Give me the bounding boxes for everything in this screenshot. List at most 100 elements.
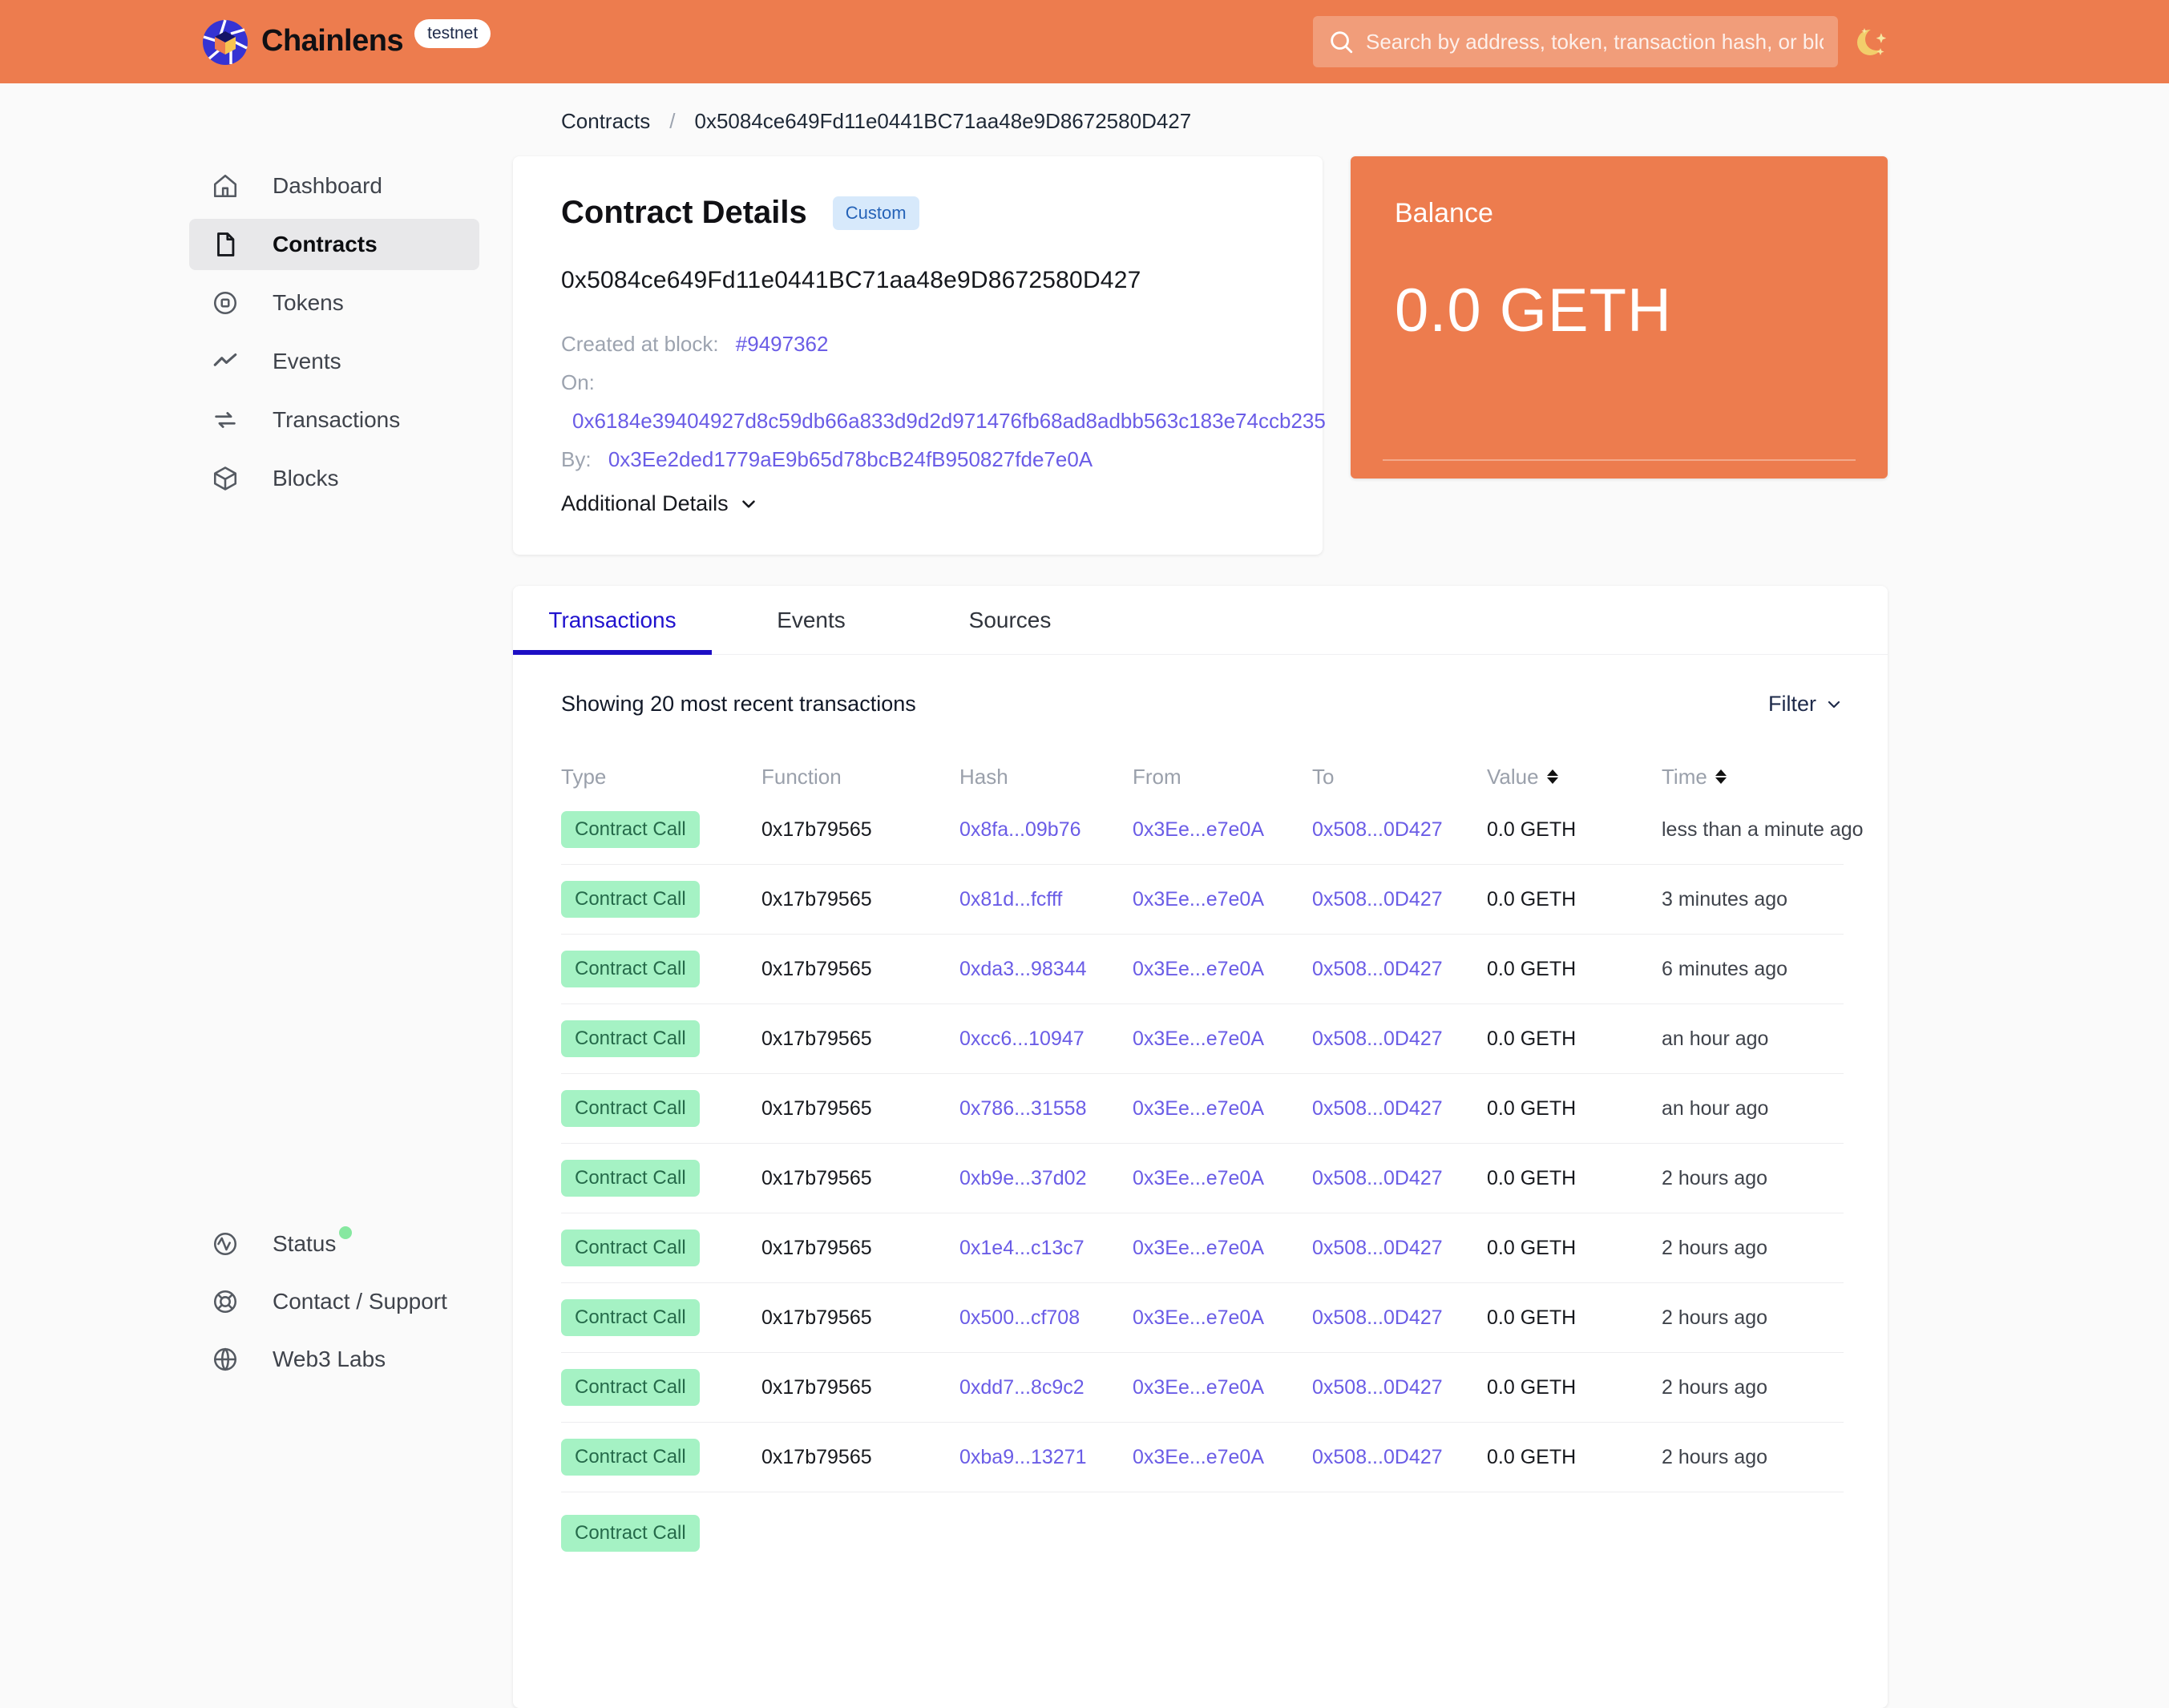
to-address-link[interactable]: 0x508...0D427 — [1312, 1236, 1443, 1259]
breadcrumb-contracts-link[interactable]: Contracts — [561, 109, 651, 133]
sidebar-item-dashboard[interactable]: Dashboard — [189, 160, 479, 212]
sidebar-item-status[interactable]: Status — [189, 1218, 479, 1270]
contract-details-card: Contract Details Custom 0x5084ce649Fd11e… — [513, 156, 1326, 555]
transactions-card: Transactions Events Sources Showing 20 m… — [513, 586, 1888, 1708]
sidebar-nav: Dashboard Contracts Tokens Events Transa… — [189, 160, 479, 511]
tab-transactions[interactable]: Transactions — [513, 586, 712, 655]
col-header-time[interactable]: Time — [1662, 765, 1844, 789]
sidebar-item-web3-labs[interactable]: Web3 Labs — [189, 1334, 479, 1385]
contract-call-badge: Contract Call — [561, 951, 700, 987]
from-address-link[interactable]: 0x3Ee...e7e0A — [1133, 1096, 1265, 1120]
tx-hash-link[interactable]: 0x500...cf708 — [959, 1306, 1080, 1329]
created-at-block-row: Created at block: #9497362 — [561, 332, 829, 356]
to-address-link[interactable]: 0x508...0D427 — [1312, 1375, 1443, 1399]
tx-hash-link[interactable]: 0x1e4...c13c7 — [959, 1236, 1084, 1259]
pulse-circle-icon — [212, 1230, 239, 1258]
table-row: Contract Call 0x17b79565 0xdd7...8c9c2 0… — [561, 1353, 1844, 1423]
repeat-arrows-icon — [212, 406, 239, 434]
table-row: Contract Call 0x17b79565 0x786...31558 0… — [561, 1074, 1844, 1144]
filter-button[interactable]: Filter — [1768, 692, 1844, 717]
balance-divider — [1383, 459, 1856, 461]
tx-hash-link[interactable]: 0x786...31558 — [959, 1096, 1087, 1120]
balance-amount: 0.0 GETH — [1395, 277, 1672, 345]
table-row: Contract Call 0x17b79565 0xba9...13271 0… — [561, 1423, 1844, 1492]
status-online-dot — [339, 1226, 353, 1239]
from-address-link[interactable]: 0x3Ee...e7e0A — [1133, 887, 1265, 911]
life-buoy-icon — [212, 1288, 239, 1315]
brand-name: Chainlens — [261, 24, 404, 58]
transactions-summary: Showing 20 most recent transactions — [561, 692, 916, 716]
tab-sources[interactable]: Sources — [968, 607, 1052, 632]
breadcrumb-address: 0x5084ce649Fd11e0441BC71aa48e9D8672580D4… — [694, 109, 1192, 133]
sidebar-item-blocks[interactable]: Blocks — [189, 453, 479, 504]
tx-hash-link[interactable]: 0x81d...fcfff — [959, 887, 1063, 911]
to-address-link[interactable]: 0x508...0D427 — [1312, 818, 1443, 841]
creation-tx-hash-link[interactable]: 0x6184e39404927d8c59db66a833d9d2d971476f… — [572, 409, 1326, 433]
contract-call-badge: Contract Call — [561, 881, 700, 918]
created-on-hash-row: On: 0x6184e39404927d8c59db66a833d9d2d971… — [561, 370, 1326, 433]
sort-icon[interactable] — [1546, 769, 1558, 784]
sidebar-item-contact-support[interactable]: Contact / Support — [189, 1276, 479, 1327]
dark-mode-moon-icon[interactable] — [1852, 21, 1893, 63]
sidebar-item-tokens[interactable]: Tokens — [189, 277, 479, 329]
col-header-type: Type — [561, 764, 607, 789]
search-input[interactable] — [1366, 29, 1824, 55]
to-address-link[interactable]: 0x508...0D427 — [1312, 1096, 1443, 1120]
tx-hash-link[interactable]: 0x8fa...09b76 — [959, 818, 1081, 841]
table-row: Contract Call 0x17b79565 0x81d...fcfff 0… — [561, 865, 1844, 935]
from-address-link[interactable]: 0x3Ee...e7e0A — [1133, 818, 1265, 841]
from-address-link[interactable]: 0x3Ee...e7e0A — [1133, 1306, 1265, 1329]
to-address-link[interactable]: 0x508...0D427 — [1312, 887, 1443, 911]
sort-icon[interactable] — [1715, 769, 1727, 784]
contract-details-title: Contract Details — [561, 195, 807, 230]
created-block-link[interactable]: #9497362 — [735, 332, 829, 356]
from-address-link[interactable]: 0x3Ee...e7e0A — [1133, 1445, 1265, 1468]
to-address-link[interactable]: 0x508...0D427 — [1312, 1445, 1443, 1468]
table-row: Contract Call 0x17b79565 0xcc6...10947 0… — [561, 1004, 1844, 1074]
token-icon — [212, 289, 239, 317]
trend-line-icon — [212, 348, 239, 375]
contract-call-badge: Contract Call — [561, 1439, 700, 1476]
col-header-to: To — [1312, 764, 1335, 789]
from-address-link[interactable]: 0x3Ee...e7e0A — [1133, 957, 1265, 980]
sidebar-item-events[interactable]: Events — [189, 336, 479, 387]
col-header-from: From — [1133, 764, 1181, 789]
from-address-link[interactable]: 0x3Ee...e7e0A — [1133, 1236, 1265, 1259]
from-address-link[interactable]: 0x3Ee...e7e0A — [1133, 1166, 1265, 1189]
top-header-bar: Chainlens testnet — [0, 0, 2169, 83]
tx-hash-link[interactable]: 0xba9...13271 — [959, 1445, 1087, 1468]
tx-hash-link[interactable]: 0xcc6...10947 — [959, 1027, 1084, 1050]
table-row: Contract Call 0x17b79565 0xb9e...37d02 0… — [561, 1144, 1844, 1213]
contract-call-badge: Contract Call — [561, 1230, 700, 1266]
tab-bar: Transactions Events Sources — [513, 586, 1888, 655]
chevron-down-icon — [741, 499, 755, 508]
tx-hash-link[interactable]: 0xda3...98344 — [959, 957, 1087, 980]
col-header-hash: Hash — [959, 764, 1008, 789]
document-icon — [212, 231, 239, 258]
sidebar-item-contracts[interactable]: Contracts — [189, 219, 479, 270]
contract-call-badge: Contract Call — [561, 811, 700, 848]
additional-details-toggle[interactable]: Additional Details — [561, 491, 759, 516]
creator-address-link[interactable]: 0x3Ee2ded1779aE9b65d78bcB24fB950827fde7e… — [608, 447, 1093, 471]
contract-call-badge: Contract Call — [561, 1369, 700, 1406]
to-address-link[interactable]: 0x508...0D427 — [1312, 1166, 1443, 1189]
tab-events[interactable]: Events — [777, 607, 846, 632]
search-bar[interactable] — [1313, 16, 1838, 67]
home-icon — [212, 172, 239, 200]
col-header-value[interactable]: Value — [1487, 765, 1662, 789]
from-address-link[interactable]: 0x3Ee...e7e0A — [1133, 1027, 1265, 1050]
sidebar-footer: Status Contact / Support Web3 Labs — [189, 1218, 479, 1391]
to-address-link[interactable]: 0x508...0D427 — [1312, 1027, 1443, 1050]
search-icon — [1331, 31, 1353, 54]
to-address-link[interactable]: 0x508...0D427 — [1312, 1306, 1443, 1329]
brand[interactable]: Chainlens testnet — [202, 18, 491, 66]
table-row: Contract Call 0x17b79565 0x8fa...09b76 0… — [561, 795, 1864, 865]
tx-hash-link[interactable]: 0xb9e...37d02 — [959, 1166, 1087, 1189]
sidebar-item-transactions[interactable]: Transactions — [189, 394, 479, 446]
from-address-link[interactable]: 0x3Ee...e7e0A — [1133, 1375, 1265, 1399]
balance-card: Balance 0.0 GETH — [1351, 156, 1888, 478]
table-row: Contract Call 0x17b79565 0xda3...98344 0… — [561, 935, 1844, 1004]
table-header-row: Type Function Hash From To Value Time — [561, 758, 1844, 795]
to-address-link[interactable]: 0x508...0D427 — [1312, 957, 1443, 980]
tx-hash-link[interactable]: 0xdd7...8c9c2 — [959, 1375, 1084, 1399]
